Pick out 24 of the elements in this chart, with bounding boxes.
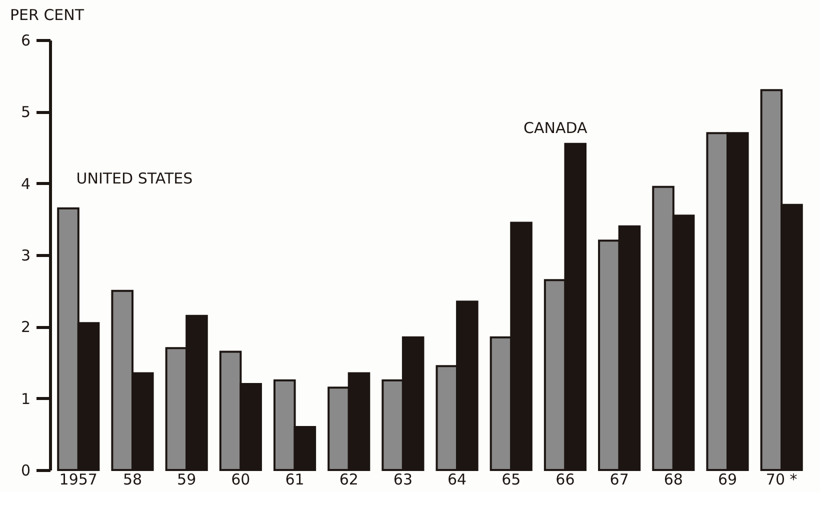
y-tick-label: 1	[20, 390, 30, 408]
x-tick-label: 63	[393, 470, 412, 488]
x-tick-label: 64	[448, 470, 467, 488]
x-tick-label: 1957	[59, 470, 98, 488]
y-axis-title: PER CENT	[10, 6, 85, 24]
x-tick-label: 59	[177, 470, 196, 488]
x-tick-label: 68	[664, 470, 683, 488]
x-tick-label: 61	[285, 470, 304, 488]
x-tick-label: 58	[122, 470, 142, 488]
y-tick-label: 3	[20, 246, 30, 264]
series-label: CANADA	[523, 118, 588, 137]
y-tick-label: 0	[20, 462, 30, 480]
x-tick-label: 62	[339, 470, 358, 488]
x-tick-label: 66	[556, 470, 575, 488]
y-tick-label: 6	[20, 32, 30, 50]
x-tick-label: 70 *	[766, 470, 798, 488]
y-tick-label: 5	[20, 103, 30, 122]
x-tick-label: 69	[718, 470, 738, 488]
x-tick-label: 65	[502, 470, 521, 488]
y-tick-label: 2	[20, 318, 30, 336]
x-tick-label: 60	[231, 470, 250, 488]
y-tick-label: 4	[20, 174, 30, 193]
x-tick-label: 67	[610, 470, 629, 488]
series-label: UNITED STATES	[76, 169, 193, 188]
